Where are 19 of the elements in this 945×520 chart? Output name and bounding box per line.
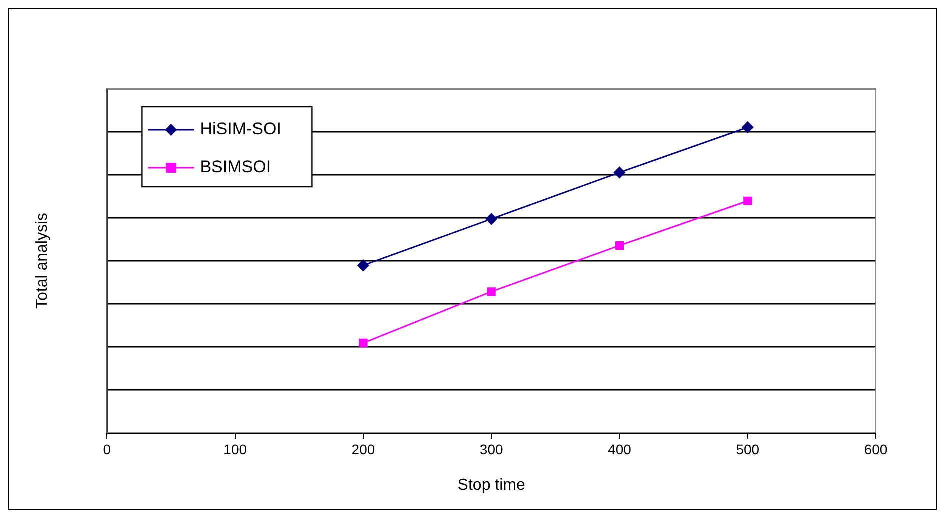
point bbox=[486, 213, 498, 225]
y-axis-title: Total analysis bbox=[34, 212, 52, 310]
point bbox=[744, 196, 752, 206]
point bbox=[615, 241, 624, 250]
point bbox=[487, 288, 496, 296]
x-tick-label: 100 bbox=[224, 441, 248, 458]
x-tick-label: 400 bbox=[608, 441, 632, 458]
x-axis-title: Stop time bbox=[458, 476, 526, 494]
x-tick-label: 0 bbox=[103, 441, 112, 458]
point bbox=[358, 260, 370, 272]
x-tick-label: 600 bbox=[864, 441, 888, 458]
x-tick-label: 500 bbox=[736, 441, 760, 458]
point bbox=[359, 338, 368, 348]
legend-label: BSIMSOI bbox=[200, 158, 272, 177]
point bbox=[614, 166, 626, 178]
legend-label: HiSIM-SOI bbox=[200, 120, 282, 139]
x-tick-label: 200 bbox=[352, 441, 376, 458]
x-tick-label: 300 bbox=[480, 441, 504, 458]
point bbox=[742, 122, 754, 134]
